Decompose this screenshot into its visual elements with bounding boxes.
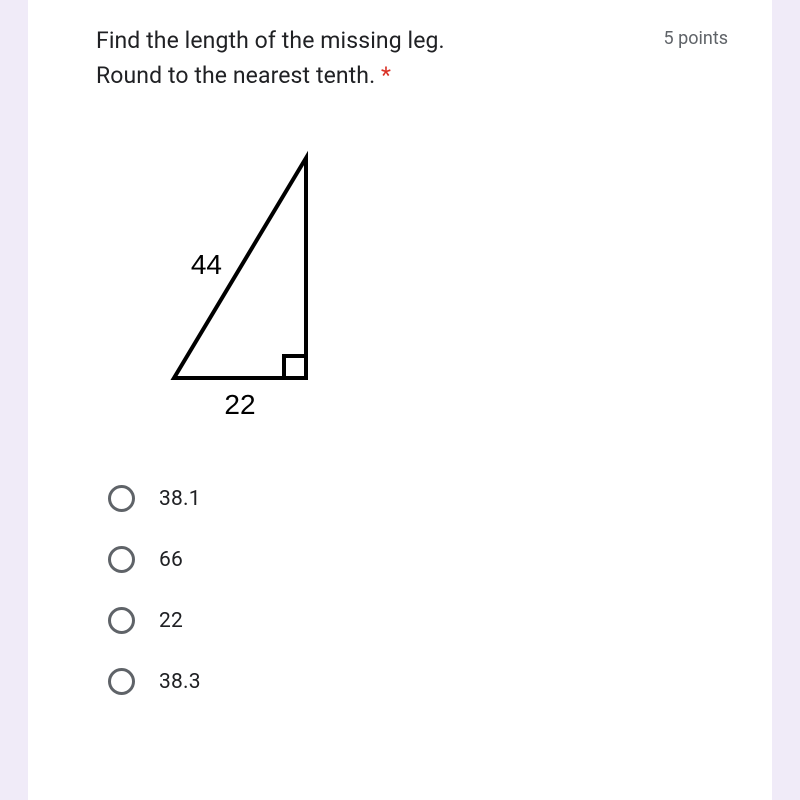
triangle-svg: 44 22 [134, 148, 344, 418]
option-row[interactable]: 38.1 [108, 468, 748, 529]
base-label: 22 [224, 389, 255, 418]
form-question-card: Find the length of the missing leg. Roun… [28, 0, 772, 800]
radio-button[interactable] [108, 485, 135, 512]
option-row[interactable]: 22 [108, 590, 748, 651]
question-text: Find the length of the missing leg. Roun… [52, 24, 664, 93]
radio-button[interactable] [108, 668, 135, 695]
triangle-diagram: 44 22 [134, 148, 748, 418]
question-header: Find the length of the missing leg. Roun… [52, 24, 748, 93]
option-label: 38.1 [159, 487, 201, 511]
option-label: 22 [159, 609, 183, 633]
required-asterisk: * [381, 62, 391, 89]
option-label: 66 [159, 548, 183, 572]
option-row[interactable]: 38.3 [108, 651, 748, 712]
question-line-2: Round to the nearest tenth. [96, 62, 381, 89]
radio-button[interactable] [108, 607, 135, 634]
options-list: 38.1 66 22 38.3 [52, 468, 748, 712]
hypotenuse-label: 44 [191, 249, 222, 280]
option-label: 38.3 [159, 670, 201, 694]
radio-button[interactable] [108, 546, 135, 573]
question-line-1: Find the length of the missing leg. [96, 27, 445, 54]
option-row[interactable]: 66 [108, 529, 748, 590]
points-label: 5 points [664, 28, 748, 49]
right-angle-marker [284, 356, 306, 378]
